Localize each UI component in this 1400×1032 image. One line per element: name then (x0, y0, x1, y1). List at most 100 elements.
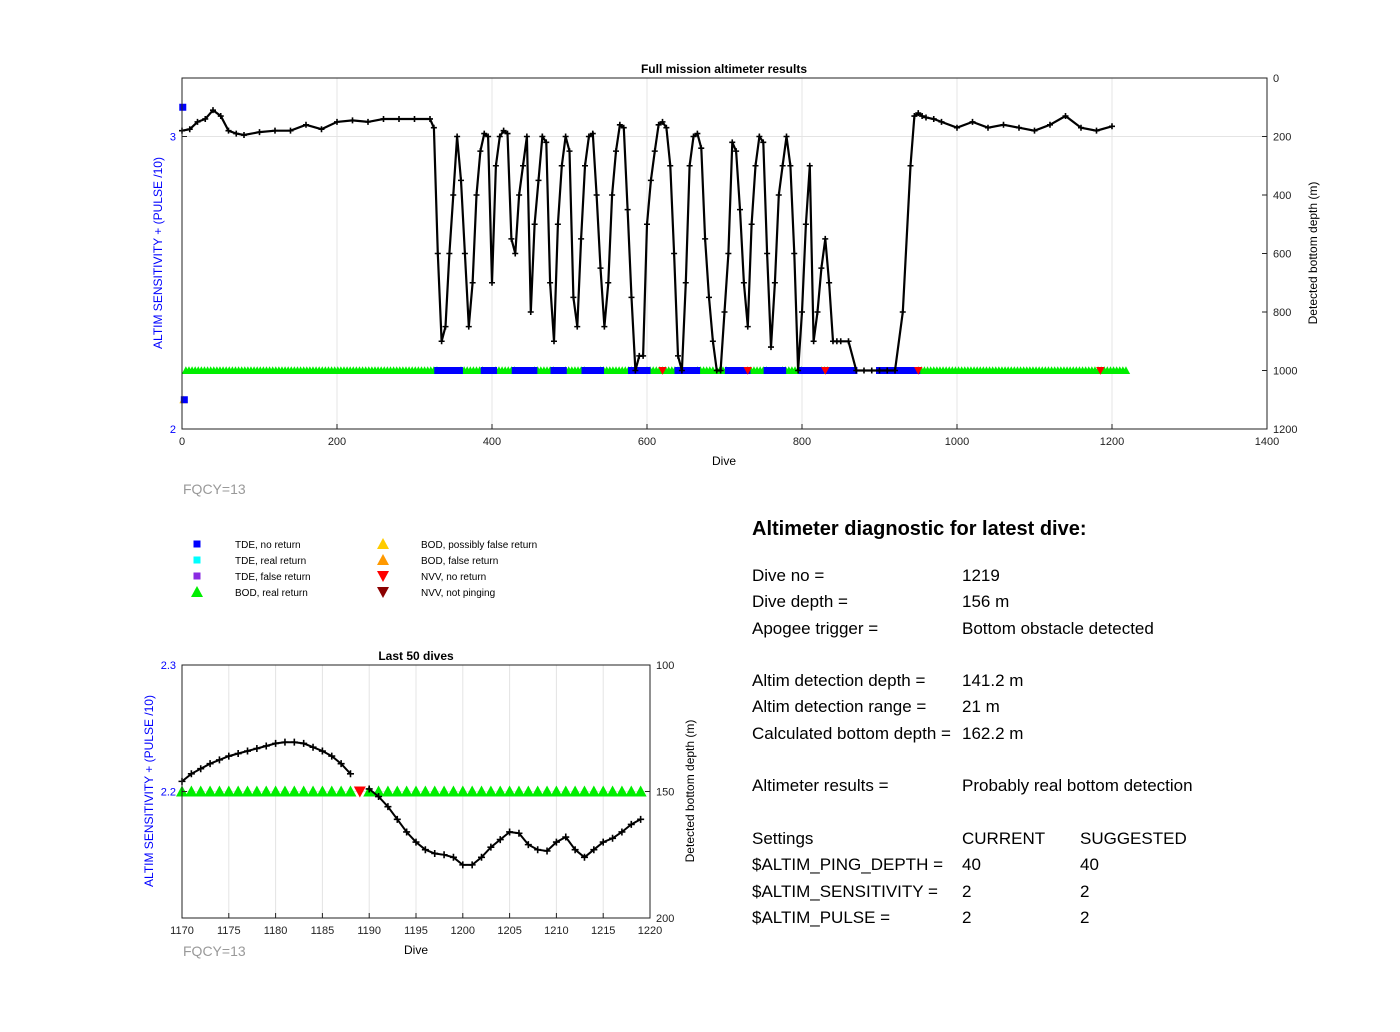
depth-point (427, 115, 433, 122)
depth-point (930, 115, 937, 122)
depth-point (605, 279, 612, 286)
legend-label: TDE, false return (235, 572, 311, 583)
depth-point (217, 113, 224, 120)
marker-bod-real-return (316, 785, 329, 797)
marker-bod-real-return (204, 785, 217, 797)
x-tick-label: 1215 (591, 925, 615, 937)
depth-point (1000, 121, 1007, 128)
depth-point (303, 121, 309, 128)
altim-range-row: Altim detection range = 21 m (752, 694, 1352, 720)
altim-depth-row: Altim detection depth = 141.2 m (752, 668, 1352, 694)
y2-tick-label: 1200 (1273, 424, 1297, 436)
depth-point (202, 115, 209, 122)
y2-tick-label: 200 (1273, 132, 1291, 144)
depth-point (822, 235, 829, 242)
depth-point (349, 117, 356, 124)
results-row: Altimeter results = Probably real bottom … (752, 773, 1352, 799)
depth-point (570, 294, 577, 301)
x-tick-label: 800 (793, 436, 811, 448)
marker-bod-real-return (503, 785, 516, 797)
diagnostic-panel: Altimeter diagnostic for latest dive: Di… (752, 518, 1352, 931)
depth-point (187, 770, 195, 778)
marker-bod-real-return (578, 785, 591, 797)
x-tick-label: 1170 (170, 925, 194, 937)
depth-point (478, 853, 486, 861)
depth-point (814, 309, 821, 315)
apogee-value: Bottom obstacle detected (962, 618, 1154, 638)
x-tick-label: 1205 (497, 925, 521, 937)
x-tick-label: 0 (179, 436, 185, 448)
depth-point (1016, 124, 1022, 131)
depth-point (868, 367, 875, 374)
depth-point (620, 124, 627, 131)
depth-point (412, 838, 420, 846)
x-tick-label: 1220 (638, 925, 662, 937)
x-tick-label: 1000 (945, 436, 969, 448)
dive-depth-row: Dive depth = 156 m (752, 589, 1352, 615)
depth-point (334, 118, 340, 125)
depth-point (618, 828, 626, 836)
marker-bod-real-return (606, 785, 619, 797)
marker-bod-real-return (541, 785, 554, 797)
depth-point (473, 192, 480, 198)
depth-point (328, 752, 336, 760)
depth-point (775, 192, 782, 198)
depth-point (543, 139, 550, 146)
depth-point (446, 250, 453, 257)
depth-point (241, 132, 247, 139)
depth-point (837, 338, 844, 345)
depth-point (574, 323, 581, 330)
depth-point (647, 177, 654, 184)
marker-tde-no-return (597, 367, 604, 374)
legend-label: BOD, false return (421, 556, 498, 567)
main-chart-data (179, 103, 1131, 404)
depth-point (210, 107, 216, 114)
depth-point (1109, 123, 1115, 130)
depth-point (527, 309, 534, 315)
marker-tde-no-return (180, 396, 188, 404)
marker-bod-real-return (288, 785, 301, 797)
depth-point (609, 192, 616, 198)
depth-point (489, 279, 495, 286)
depth-point (272, 127, 278, 134)
main-chart-ylabel-left: ALTIM SENSITIVITY + (PULSE /10) (151, 157, 165, 349)
depth-point (393, 815, 401, 823)
sensitivity-label: $ALTIM_SENSITIVITY = (752, 881, 938, 901)
depth-point (682, 279, 689, 286)
depth-point (845, 338, 852, 345)
marker-bod-real-return (531, 785, 544, 797)
depth-point (375, 793, 383, 801)
depth-point (737, 206, 743, 213)
legend-marker (191, 586, 203, 597)
altim-depth-value: 141.2 m (962, 671, 1024, 691)
depth-point (346, 770, 354, 778)
depth-point (431, 849, 439, 857)
depth-point (582, 162, 588, 169)
dive-depth-label: Dive depth = (752, 592, 848, 612)
depth-point (644, 221, 650, 228)
marker-tde-no-return (530, 367, 538, 374)
depth-point (690, 133, 697, 140)
apogee-label: Apogee trigger = (752, 618, 879, 638)
x-tick-label: 1400 (1255, 436, 1279, 448)
last50-chart-ticks: 1170 1175 1180 1185 1190 1195 1200 1205 1210 1215… (161, 660, 675, 937)
depth-point (768, 344, 774, 351)
depth-point (558, 162, 565, 169)
diagnostic-heading: Altimeter diagnostic for latest dive: (752, 518, 1087, 540)
y-tick-label: 3 (170, 132, 176, 144)
main-chart-frame (181, 77, 1268, 430)
depth-point (318, 747, 326, 755)
depth-point (487, 843, 495, 851)
depth-point (454, 133, 461, 140)
main-chart-fqcy: FQCY=13 (183, 481, 246, 497)
marker-bod-real-return (335, 785, 348, 797)
depth-point (194, 118, 201, 125)
marker-bod-real-return (307, 785, 320, 797)
depth-point (477, 148, 484, 155)
y-tick-label: 2.2 (161, 787, 176, 799)
depth-point (818, 265, 825, 272)
depth-point (233, 130, 240, 137)
depth-point (671, 250, 678, 257)
settings-label: Settings (752, 828, 814, 848)
marker-bod-real-return (587, 785, 600, 797)
